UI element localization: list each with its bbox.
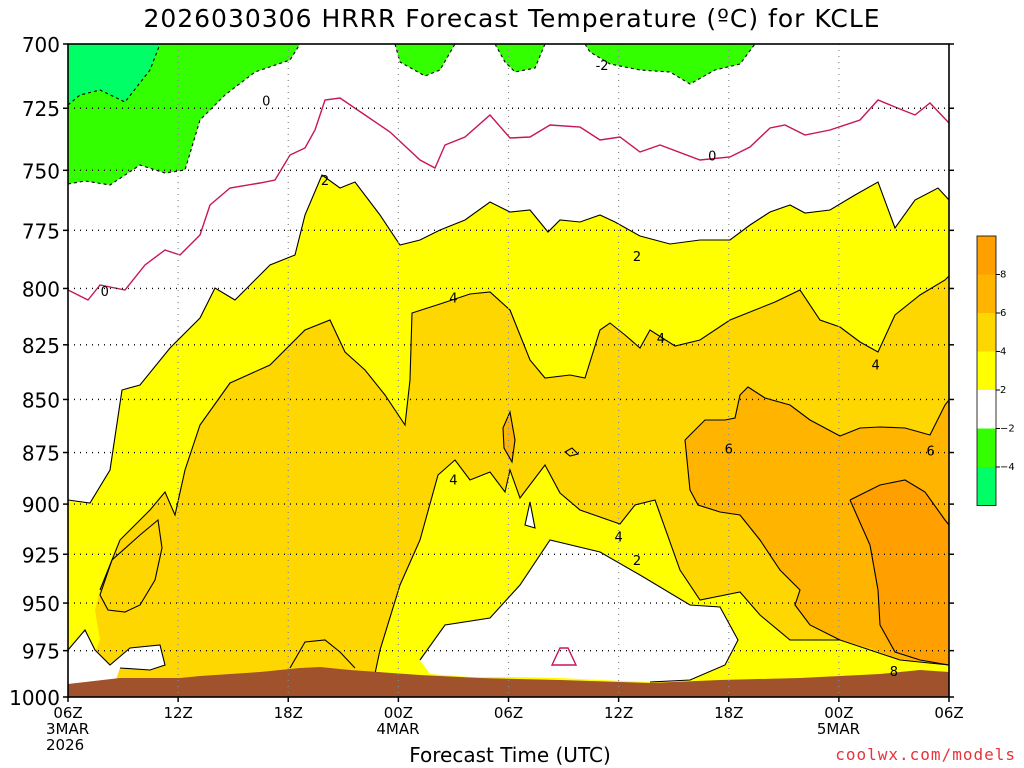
- y-tick-label-725: 725: [22, 97, 60, 121]
- credit-link[interactable]: coolwx.com/models: [835, 745, 1016, 764]
- x-tick-label-18-1: 4MAR: [376, 720, 419, 738]
- axes: 7007257507758008258508759009259509751000…: [9, 33, 964, 754]
- contour-label-10: 4: [449, 474, 457, 489]
- x-tick-label-30-0: 12Z: [604, 704, 633, 722]
- colorbar-label-2: 4: [1000, 347, 1006, 358]
- band-green-top-1: [395, 44, 455, 76]
- band-gold-patch-left: [100, 520, 162, 612]
- colorbar-band-5: [977, 428, 996, 467]
- y-tick-label-800: 800: [22, 277, 60, 301]
- band-white-sliver: [525, 502, 535, 528]
- x-tick-label-6-0: 12Z: [163, 704, 192, 722]
- colorbar-band-6: [977, 467, 996, 506]
- colorbar-band-0: [977, 236, 996, 275]
- x-axis-label: Forecast Time (UTC): [409, 743, 611, 767]
- colorbar-label-4: −2: [1000, 424, 1015, 435]
- x-tick-label-0-1: 3MAR: [46, 720, 89, 738]
- contour-label-13: 6: [927, 444, 935, 459]
- y-tick-label-925: 925: [22, 543, 60, 567]
- band-white-pocket: [420, 540, 738, 682]
- y-tick-label-825: 825: [22, 334, 60, 358]
- colorbar-band-2: [977, 313, 996, 352]
- y-tick-label-750: 750: [22, 159, 60, 183]
- y-tick-label-1000: 1000: [9, 686, 60, 710]
- x-tick-label-0-2: 2026: [46, 736, 84, 754]
- colorbar-label-3: 2: [1000, 385, 1006, 396]
- x-tick-label-18-0: 00Z: [384, 704, 413, 722]
- contour-label-8: 4: [657, 332, 665, 347]
- colorbar-label-0: 8: [1000, 270, 1006, 281]
- contour-fills: [68, 44, 949, 697]
- contour-label-14: 8: [890, 665, 898, 680]
- colorbar-label-5: −4: [1000, 462, 1015, 473]
- x-tick-label-42-0: 00Z: [824, 704, 853, 722]
- colorbar-band-1: [977, 274, 996, 313]
- band-dark-orange: [850, 480, 949, 665]
- y-tick-label-775: 775: [22, 219, 60, 243]
- x-tick-label-48-0: 06Z: [934, 704, 963, 722]
- band-green-top-3: [585, 44, 755, 84]
- contour-label-7: 4: [449, 292, 457, 307]
- contour-label-12: 6: [725, 442, 733, 457]
- contour-label-1: 0: [262, 95, 270, 110]
- gridlines: [68, 44, 949, 697]
- y-tick-label-850: 850: [22, 388, 60, 412]
- colorbar-band-3: [977, 351, 996, 390]
- contour-label-3: -2: [596, 59, 609, 74]
- y-tick-label-700: 700: [22, 33, 60, 57]
- chart-title: 2026030306 HRRR Forecast Temperature (ºC…: [143, 4, 881, 33]
- x-tick-label-0-0: 06Z: [53, 704, 82, 722]
- contour-label-4: 2: [321, 174, 329, 189]
- colorbar: 8 6 4 2 −2 −4: [976, 235, 1015, 506]
- band-green-top-2: [495, 44, 545, 72]
- band-gold-patch-bottom: [290, 640, 355, 668]
- y-tick-label-875: 875: [22, 442, 60, 466]
- colorbar-band-4: [977, 390, 996, 429]
- band-white-pocket-left: [68, 630, 165, 697]
- contour-label-5: 2: [633, 250, 641, 265]
- colorbar-frame: [976, 235, 997, 506]
- contour-label-11: 4: [614, 530, 622, 545]
- contour-label-0: 0: [101, 285, 109, 300]
- contour-lines: [68, 174, 949, 697]
- y-tick-label-975: 975: [22, 640, 60, 664]
- x-tick-label-36-0: 18Z: [714, 704, 743, 722]
- contour-label-2: 0: [708, 150, 716, 165]
- band-bright-green-corner: [68, 44, 160, 105]
- y-tick-label-900: 900: [22, 493, 60, 517]
- x-tick-label-42-1: 5MAR: [817, 720, 860, 738]
- y-tick-label-950: 950: [22, 592, 60, 616]
- contour-label-9: 4: [871, 359, 879, 374]
- x-tick-label-24-0: 06Z: [494, 704, 523, 722]
- zero-isotherm: [68, 97, 949, 666]
- colorbar-label-1: 6: [1000, 308, 1006, 319]
- contour-label-6: 2: [633, 554, 641, 569]
- x-tick-label-12-0: 18Z: [274, 704, 303, 722]
